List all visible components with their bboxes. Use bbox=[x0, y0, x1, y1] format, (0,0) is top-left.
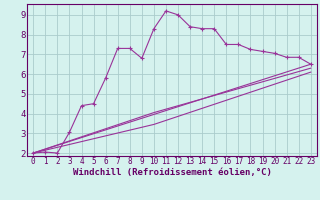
X-axis label: Windchill (Refroidissement éolien,°C): Windchill (Refroidissement éolien,°C) bbox=[73, 168, 271, 177]
